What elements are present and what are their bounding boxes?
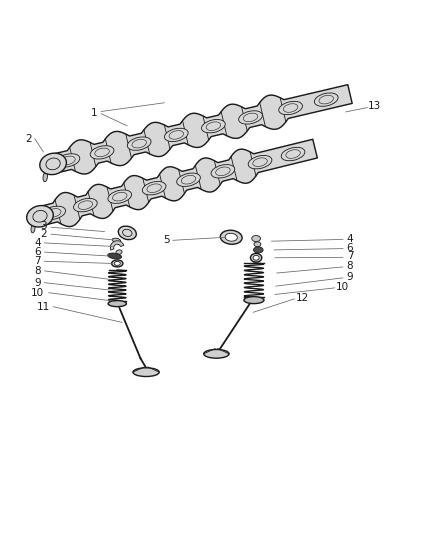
Ellipse shape (204, 350, 229, 358)
Ellipse shape (254, 242, 261, 247)
Text: 11: 11 (37, 302, 50, 312)
Text: 12: 12 (295, 293, 309, 303)
Ellipse shape (142, 182, 166, 195)
Ellipse shape (112, 238, 121, 243)
Ellipse shape (74, 198, 97, 212)
Ellipse shape (251, 253, 262, 262)
Ellipse shape (27, 206, 53, 227)
Ellipse shape (248, 156, 272, 169)
Ellipse shape (133, 368, 159, 376)
Ellipse shape (279, 101, 303, 115)
Text: 7: 7 (35, 256, 41, 266)
Ellipse shape (90, 146, 114, 159)
Ellipse shape (40, 153, 67, 175)
Ellipse shape (253, 255, 259, 260)
Text: 8: 8 (346, 261, 353, 271)
Ellipse shape (108, 253, 122, 259)
Ellipse shape (31, 224, 35, 233)
Ellipse shape (42, 206, 66, 220)
Ellipse shape (314, 93, 338, 106)
Polygon shape (51, 85, 352, 174)
Ellipse shape (239, 111, 262, 124)
Ellipse shape (252, 236, 261, 241)
Text: 7: 7 (346, 252, 353, 262)
Ellipse shape (114, 262, 120, 265)
Text: 10: 10 (31, 288, 44, 298)
Ellipse shape (244, 297, 264, 304)
Ellipse shape (118, 226, 136, 240)
Ellipse shape (108, 190, 131, 204)
Text: 5: 5 (163, 235, 170, 245)
Ellipse shape (281, 147, 305, 161)
Text: 2: 2 (40, 229, 47, 239)
Polygon shape (38, 139, 318, 227)
Text: 6: 6 (35, 247, 41, 257)
Ellipse shape (254, 247, 263, 253)
Text: 4: 4 (35, 238, 41, 248)
Ellipse shape (225, 233, 237, 241)
Text: 10: 10 (336, 282, 349, 292)
Text: 2: 2 (25, 134, 32, 143)
Ellipse shape (127, 137, 151, 150)
Text: 1: 1 (91, 108, 98, 118)
Text: 13: 13 (368, 101, 381, 111)
Text: 4: 4 (346, 233, 353, 244)
Ellipse shape (112, 260, 123, 267)
Text: 8: 8 (35, 266, 41, 276)
Ellipse shape (108, 301, 127, 306)
Text: 9: 9 (346, 272, 353, 282)
Text: 9: 9 (35, 278, 41, 288)
Ellipse shape (211, 165, 235, 178)
Ellipse shape (56, 154, 80, 167)
Text: 3: 3 (40, 221, 47, 231)
Wedge shape (110, 241, 124, 250)
Ellipse shape (177, 173, 200, 187)
Ellipse shape (116, 250, 122, 254)
Ellipse shape (201, 119, 225, 133)
Ellipse shape (43, 172, 47, 182)
Text: 6: 6 (346, 243, 353, 253)
Ellipse shape (164, 128, 188, 142)
Ellipse shape (220, 230, 242, 244)
